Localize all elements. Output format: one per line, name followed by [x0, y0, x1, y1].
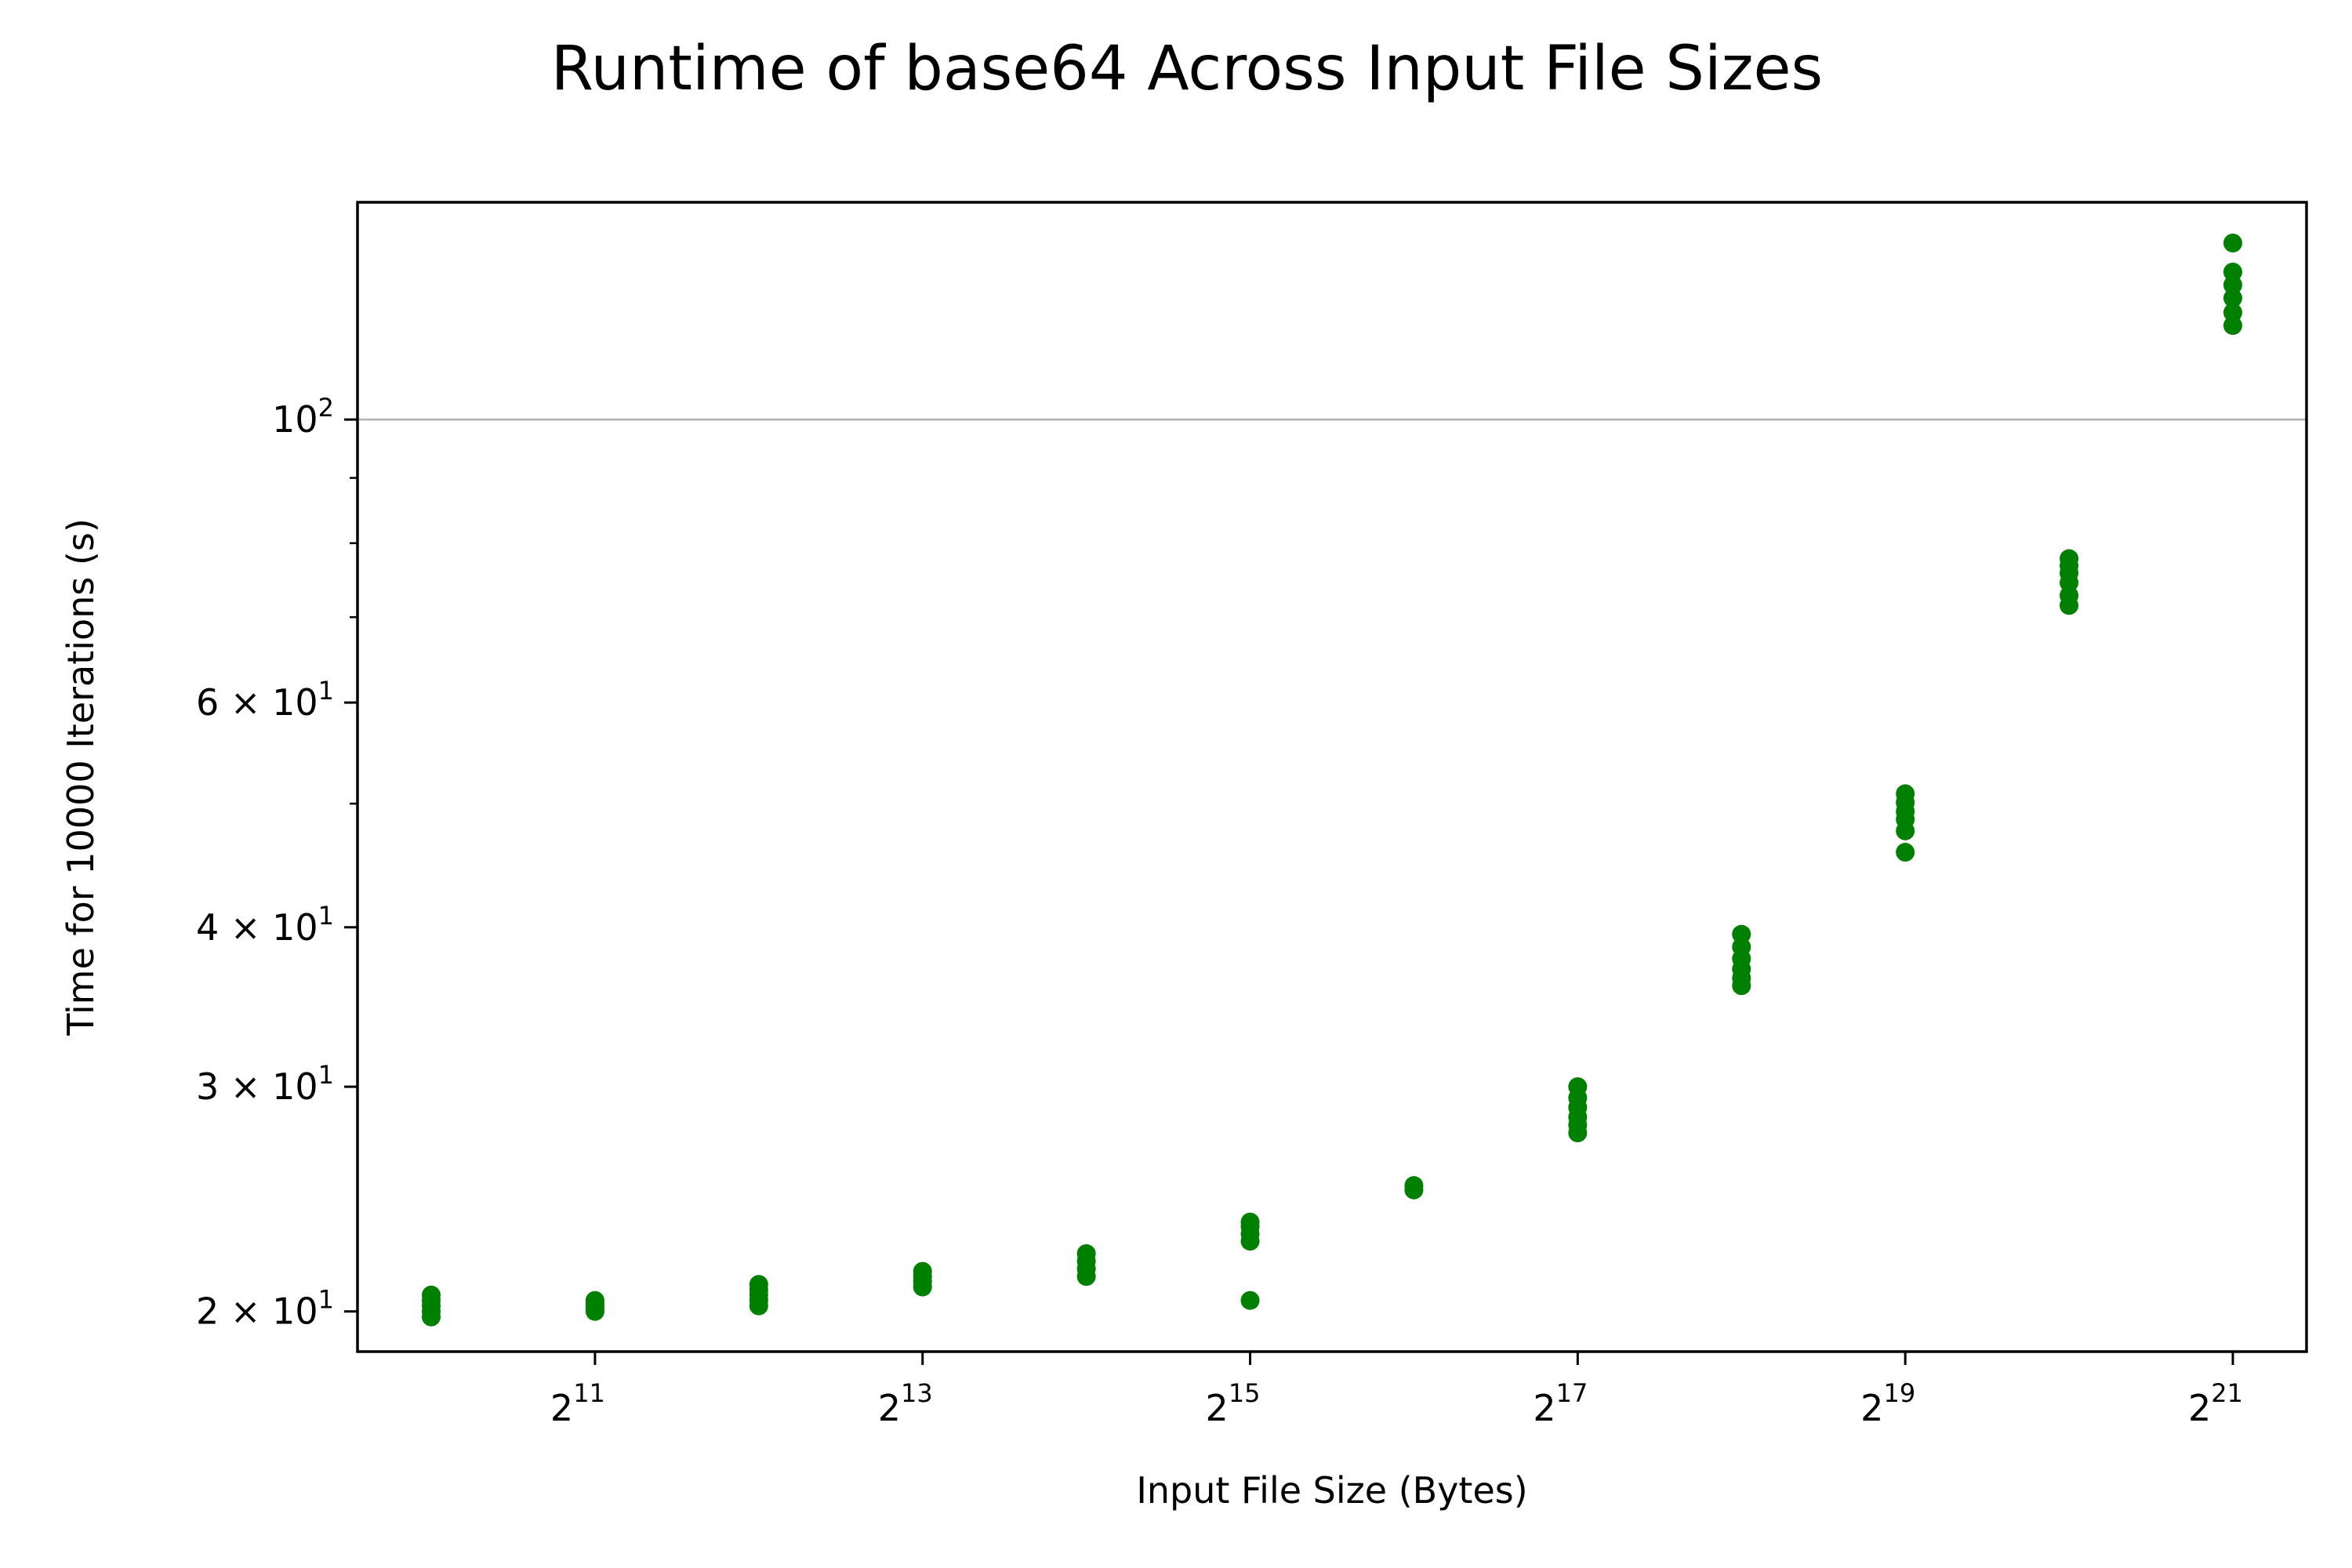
y-tick-mantissa: 6 ×: [196, 681, 272, 724]
data-point: [1076, 1243, 1096, 1263]
x-tick-label: 213: [878, 1378, 933, 1429]
y-tick-exponent: 1: [318, 1060, 334, 1090]
x-tick-base: 2: [550, 1387, 573, 1429]
y-tick-base: 10: [272, 681, 318, 724]
x-tick-label: 217: [1533, 1378, 1588, 1429]
y-axis-label: Time for 10000 Iterations (s): [60, 518, 102, 1036]
y-tick-base: 10: [272, 906, 318, 949]
y-tick-base: 10: [272, 1065, 318, 1108]
data-point: [2223, 303, 2242, 322]
x-tick-label: 221: [2188, 1378, 2243, 1429]
data-point: [1240, 1290, 1260, 1310]
data-point: [2223, 275, 2242, 295]
y-tick-label: 2 × 101: [196, 1285, 334, 1333]
y-tick-mantissa: 4 ×: [196, 906, 272, 949]
x-tick-base: 2: [2188, 1387, 2211, 1429]
data-point: [2223, 262, 2242, 281]
y-tick-exponent: 1: [318, 901, 334, 931]
x-tick-exponent: 17: [1556, 1378, 1588, 1408]
x-tick-base: 2: [1533, 1387, 1555, 1429]
data-point: [1896, 784, 1915, 804]
plot-area-frame: [356, 201, 2308, 1353]
x-tick-exponent: 13: [901, 1378, 933, 1408]
data-point: [749, 1275, 768, 1294]
data-point: [2223, 316, 2242, 336]
data-point: [585, 1290, 604, 1310]
x-tick-exponent: 15: [1229, 1378, 1261, 1408]
y-tick-exponent: 2: [318, 393, 334, 423]
y-tick-label: 6 × 101: [196, 676, 334, 724]
data-point: [1732, 924, 1751, 944]
y-tick-label: 3 × 101: [196, 1060, 334, 1108]
x-tick-exponent: 19: [1883, 1378, 1915, 1408]
y-tick-base: 10: [272, 398, 318, 441]
data-point: [913, 1261, 932, 1281]
x-tick-base: 2: [1860, 1387, 1883, 1429]
y-tick-base: 10: [272, 1290, 318, 1333]
data-point: [2060, 549, 2079, 568]
data-point: [1240, 1212, 1260, 1232]
x-tick-exponent: 21: [2211, 1378, 2243, 1408]
data-point: [1404, 1176, 1424, 1196]
data-point: [2223, 234, 2242, 253]
y-tick-label: 102: [272, 393, 334, 441]
x-tick-base: 2: [878, 1387, 901, 1429]
y-tick-exponent: 1: [318, 676, 334, 706]
data-points: [422, 234, 2242, 1327]
x-tick-exponent: 11: [573, 1378, 605, 1408]
chart-title: Runtime of base64 Across Input File Size…: [551, 34, 1823, 104]
y-tick-label: 4 × 101: [196, 901, 334, 949]
x-tick-base: 2: [1206, 1387, 1229, 1429]
data-point: [422, 1285, 441, 1305]
x-tick-label: 215: [1206, 1378, 1261, 1429]
data-point: [2223, 289, 2242, 308]
y-tick-exponent: 1: [318, 1285, 334, 1315]
y-tick-mantissa: 3 ×: [196, 1065, 272, 1108]
x-tick-label: 219: [1860, 1378, 1915, 1429]
x-axis-label: Input File Size (Bytes): [1136, 1469, 1527, 1512]
y-tick-mantissa: 2 ×: [196, 1290, 272, 1333]
data-point: [1568, 1077, 1588, 1097]
x-tick-label: 211: [550, 1378, 605, 1429]
data-point: [1896, 843, 1915, 862]
